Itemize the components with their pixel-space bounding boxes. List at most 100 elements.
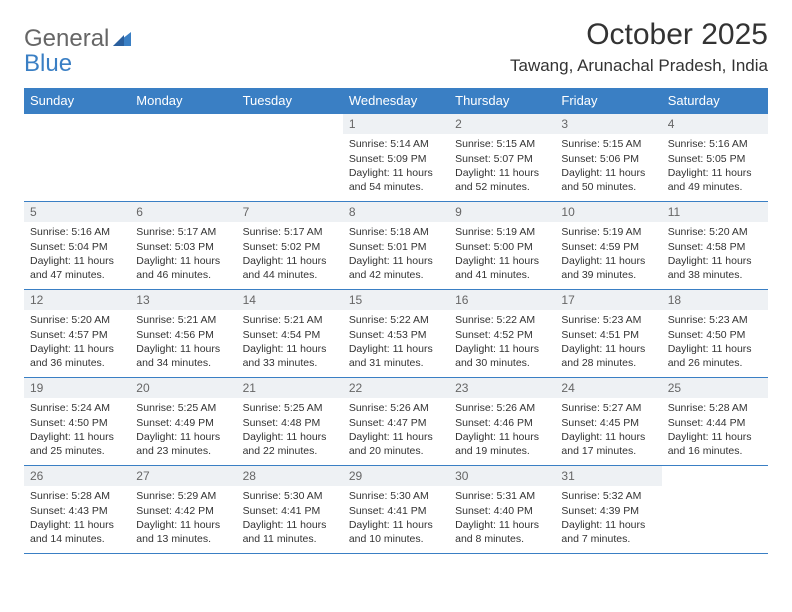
- day-details: Sunrise: 5:21 AMSunset: 4:54 PMDaylight:…: [237, 310, 343, 374]
- weekday-header: Saturday: [662, 88, 768, 114]
- sunset-text: Sunset: 5:01 PM: [349, 240, 443, 254]
- sunrise-text: Sunrise: 5:14 AM: [349, 137, 443, 151]
- sunrise-text: Sunrise: 5:20 AM: [30, 313, 124, 327]
- day-details: Sunrise: 5:25 AMSunset: 4:48 PMDaylight:…: [237, 398, 343, 462]
- day-details: Sunrise: 5:26 AMSunset: 4:47 PMDaylight:…: [343, 398, 449, 462]
- day-details: Sunrise: 5:19 AMSunset: 4:59 PMDaylight:…: [555, 222, 661, 286]
- calendar-cell: 29Sunrise: 5:30 AMSunset: 4:41 PMDayligh…: [343, 466, 449, 554]
- calendar-cell: 11Sunrise: 5:20 AMSunset: 4:58 PMDayligh…: [662, 202, 768, 290]
- daylight-text: Daylight: 11 hours and 42 minutes.: [349, 254, 443, 282]
- sunset-text: Sunset: 4:40 PM: [455, 504, 549, 518]
- daylight-text: Daylight: 11 hours and 23 minutes.: [136, 430, 230, 458]
- sunset-text: Sunset: 5:04 PM: [30, 240, 124, 254]
- title-block: October 2025 Tawang, Arunachal Pradesh, …: [510, 18, 768, 76]
- day-number: 16: [449, 290, 555, 310]
- day-details: Sunrise: 5:32 AMSunset: 4:39 PMDaylight:…: [555, 486, 661, 550]
- sunrise-text: Sunrise: 5:17 AM: [136, 225, 230, 239]
- sunrise-text: Sunrise: 5:29 AM: [136, 489, 230, 503]
- day-details: Sunrise: 5:22 AMSunset: 4:52 PMDaylight:…: [449, 310, 555, 374]
- calendar-cell: 16Sunrise: 5:22 AMSunset: 4:52 PMDayligh…: [449, 290, 555, 378]
- day-number: 7: [237, 202, 343, 222]
- calendar-cell: [130, 114, 236, 202]
- calendar-cell: [662, 466, 768, 554]
- day-details: Sunrise: 5:14 AMSunset: 5:09 PMDaylight:…: [343, 134, 449, 198]
- day-number: 31: [555, 466, 661, 486]
- sunrise-text: Sunrise: 5:23 AM: [668, 313, 762, 327]
- day-details: Sunrise: 5:30 AMSunset: 4:41 PMDaylight:…: [237, 486, 343, 550]
- day-number: 29: [343, 466, 449, 486]
- weekday-header: Monday: [130, 88, 236, 114]
- sunrise-text: Sunrise: 5:25 AM: [136, 401, 230, 415]
- weekday-header: Tuesday: [237, 88, 343, 114]
- month-title: October 2025: [510, 18, 768, 52]
- sunset-text: Sunset: 4:54 PM: [243, 328, 337, 342]
- sunrise-text: Sunrise: 5:28 AM: [30, 489, 124, 503]
- sunset-text: Sunset: 5:06 PM: [561, 152, 655, 166]
- day-number: 26: [24, 466, 130, 486]
- calendar-cell: 27Sunrise: 5:29 AMSunset: 4:42 PMDayligh…: [130, 466, 236, 554]
- sunrise-text: Sunrise: 5:28 AM: [668, 401, 762, 415]
- calendar-cell: 22Sunrise: 5:26 AMSunset: 4:47 PMDayligh…: [343, 378, 449, 466]
- calendar-row: 19Sunrise: 5:24 AMSunset: 4:50 PMDayligh…: [24, 378, 768, 466]
- calendar-cell: 15Sunrise: 5:22 AMSunset: 4:53 PMDayligh…: [343, 290, 449, 378]
- sunrise-text: Sunrise: 5:18 AM: [349, 225, 443, 239]
- sunrise-text: Sunrise: 5:15 AM: [561, 137, 655, 151]
- day-details: Sunrise: 5:27 AMSunset: 4:45 PMDaylight:…: [555, 398, 661, 462]
- day-details: Sunrise: 5:26 AMSunset: 4:46 PMDaylight:…: [449, 398, 555, 462]
- day-details: Sunrise: 5:18 AMSunset: 5:01 PMDaylight:…: [343, 222, 449, 286]
- daylight-text: Daylight: 11 hours and 47 minutes.: [30, 254, 124, 282]
- sunset-text: Sunset: 4:39 PM: [561, 504, 655, 518]
- daylight-text: Daylight: 11 hours and 49 minutes.: [668, 166, 762, 194]
- day-number: 28: [237, 466, 343, 486]
- sunset-text: Sunset: 4:50 PM: [668, 328, 762, 342]
- daylight-text: Daylight: 11 hours and 10 minutes.: [349, 518, 443, 546]
- daylight-text: Daylight: 11 hours and 13 minutes.: [136, 518, 230, 546]
- calendar-cell: 8Sunrise: 5:18 AMSunset: 5:01 PMDaylight…: [343, 202, 449, 290]
- sunrise-text: Sunrise: 5:26 AM: [349, 401, 443, 415]
- sunrise-text: Sunrise: 5:27 AM: [561, 401, 655, 415]
- day-number: 6: [130, 202, 236, 222]
- calendar-cell: 9Sunrise: 5:19 AMSunset: 5:00 PMDaylight…: [449, 202, 555, 290]
- sunset-text: Sunset: 5:09 PM: [349, 152, 443, 166]
- calendar-cell: 23Sunrise: 5:26 AMSunset: 4:46 PMDayligh…: [449, 378, 555, 466]
- calendar-cell: 21Sunrise: 5:25 AMSunset: 4:48 PMDayligh…: [237, 378, 343, 466]
- sunrise-text: Sunrise: 5:30 AM: [243, 489, 337, 503]
- day-number: 18: [662, 290, 768, 310]
- sunset-text: Sunset: 4:51 PM: [561, 328, 655, 342]
- day-details: Sunrise: 5:15 AMSunset: 5:07 PMDaylight:…: [449, 134, 555, 198]
- sunset-text: Sunset: 4:46 PM: [455, 416, 549, 430]
- daylight-text: Daylight: 11 hours and 8 minutes.: [455, 518, 549, 546]
- day-number: 30: [449, 466, 555, 486]
- daylight-text: Daylight: 11 hours and 25 minutes.: [30, 430, 124, 458]
- calendar-cell: 2Sunrise: 5:15 AMSunset: 5:07 PMDaylight…: [449, 114, 555, 202]
- calendar-cell: 26Sunrise: 5:28 AMSunset: 4:43 PMDayligh…: [24, 466, 130, 554]
- sunset-text: Sunset: 4:47 PM: [349, 416, 443, 430]
- calendar-cell: 25Sunrise: 5:28 AMSunset: 4:44 PMDayligh…: [662, 378, 768, 466]
- weekday-header: Friday: [555, 88, 661, 114]
- day-details: Sunrise: 5:17 AMSunset: 5:03 PMDaylight:…: [130, 222, 236, 286]
- sunrise-text: Sunrise: 5:26 AM: [455, 401, 549, 415]
- day-number: 12: [24, 290, 130, 310]
- calendar-cell: [237, 114, 343, 202]
- sunset-text: Sunset: 5:05 PM: [668, 152, 762, 166]
- day-details: Sunrise: 5:28 AMSunset: 4:44 PMDaylight:…: [662, 398, 768, 462]
- day-number: 22: [343, 378, 449, 398]
- daylight-text: Daylight: 11 hours and 26 minutes.: [668, 342, 762, 370]
- sunset-text: Sunset: 4:53 PM: [349, 328, 443, 342]
- day-details: Sunrise: 5:30 AMSunset: 4:41 PMDaylight:…: [343, 486, 449, 550]
- daylight-text: Daylight: 11 hours and 39 minutes.: [561, 254, 655, 282]
- day-number: 9: [449, 202, 555, 222]
- calendar-row: 26Sunrise: 5:28 AMSunset: 4:43 PMDayligh…: [24, 466, 768, 554]
- sunrise-text: Sunrise: 5:22 AM: [455, 313, 549, 327]
- day-details: Sunrise: 5:20 AMSunset: 4:58 PMDaylight:…: [662, 222, 768, 286]
- logo-text-general: General: [24, 25, 109, 52]
- daylight-text: Daylight: 11 hours and 20 minutes.: [349, 430, 443, 458]
- daylight-text: Daylight: 11 hours and 41 minutes.: [455, 254, 549, 282]
- day-details: Sunrise: 5:19 AMSunset: 5:00 PMDaylight:…: [449, 222, 555, 286]
- weekday-header: Sunday: [24, 88, 130, 114]
- calendar-cell: 31Sunrise: 5:32 AMSunset: 4:39 PMDayligh…: [555, 466, 661, 554]
- sunset-text: Sunset: 4:59 PM: [561, 240, 655, 254]
- logo-sail-icon: [111, 26, 131, 42]
- sunrise-text: Sunrise: 5:31 AM: [455, 489, 549, 503]
- calendar-row: 5Sunrise: 5:16 AMSunset: 5:04 PMDaylight…: [24, 202, 768, 290]
